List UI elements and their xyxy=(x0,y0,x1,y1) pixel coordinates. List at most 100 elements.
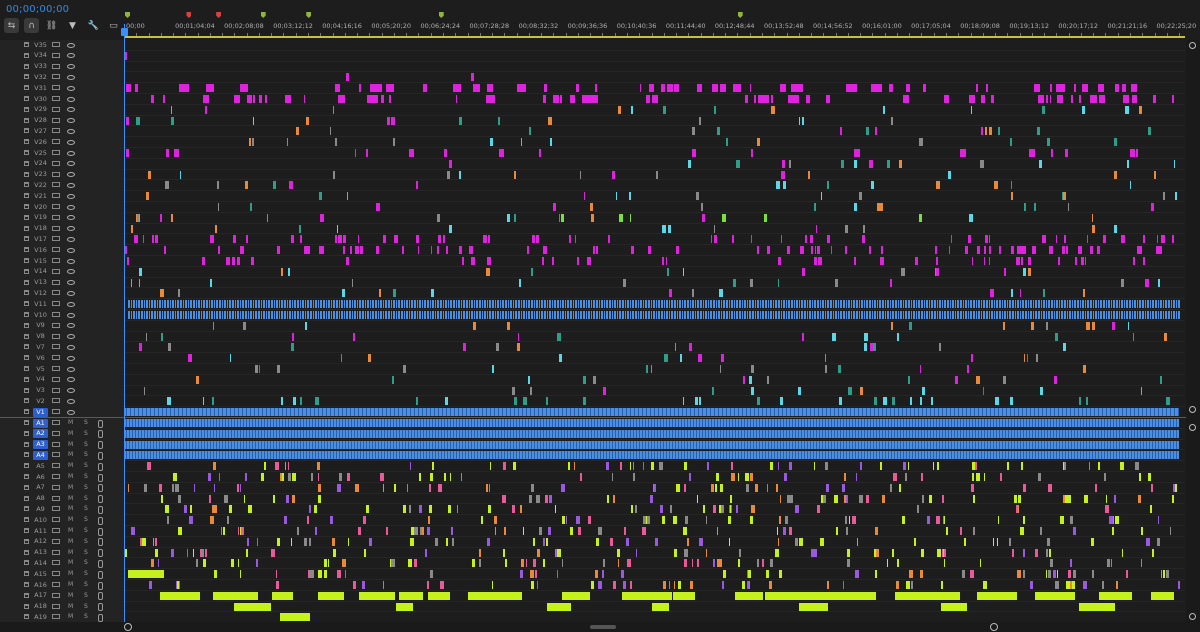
clip[interactable] xyxy=(879,311,881,319)
clip[interactable] xyxy=(1119,429,1120,438)
clip[interactable] xyxy=(575,516,577,525)
clip[interactable] xyxy=(889,300,892,309)
clip[interactable] xyxy=(807,429,808,438)
clip[interactable] xyxy=(662,105,666,114)
clip[interactable] xyxy=(177,419,178,427)
clip[interactable] xyxy=(138,343,143,352)
linked-selection-icon[interactable]: ⛓ xyxy=(45,20,58,31)
clip[interactable] xyxy=(840,300,842,309)
clip[interactable] xyxy=(593,300,595,309)
clip[interactable] xyxy=(323,570,328,579)
clip[interactable] xyxy=(1065,581,1070,589)
clip[interactable] xyxy=(653,483,655,492)
clip[interactable] xyxy=(855,429,856,438)
clip[interactable] xyxy=(200,548,203,557)
clip[interactable] xyxy=(746,300,749,309)
clip[interactable] xyxy=(627,451,628,460)
clip[interactable] xyxy=(546,397,549,406)
clip[interactable] xyxy=(129,419,130,427)
clip[interactable] xyxy=(945,419,946,427)
clip[interactable] xyxy=(171,419,172,427)
clip[interactable] xyxy=(856,300,858,309)
clip[interactable] xyxy=(1130,84,1138,93)
clip[interactable] xyxy=(1017,300,1019,309)
clip[interactable] xyxy=(949,300,952,309)
clip[interactable] xyxy=(150,408,151,417)
clip[interactable] xyxy=(788,311,790,319)
clip[interactable] xyxy=(694,311,697,319)
clip[interactable] xyxy=(1069,581,1073,589)
clip[interactable] xyxy=(752,300,754,309)
clip[interactable] xyxy=(1116,300,1118,309)
clip[interactable] xyxy=(334,138,338,147)
clip[interactable] xyxy=(418,473,421,481)
clip[interactable] xyxy=(861,440,862,449)
clip[interactable] xyxy=(437,483,442,492)
clip[interactable] xyxy=(633,473,636,481)
clip[interactable] xyxy=(315,451,316,460)
clip[interactable] xyxy=(228,429,229,438)
clip[interactable] xyxy=(420,419,421,427)
clip[interactable] xyxy=(1146,440,1147,449)
clip[interactable] xyxy=(489,300,491,309)
clip[interactable] xyxy=(996,451,997,460)
clip[interactable] xyxy=(1092,429,1093,438)
clip[interactable] xyxy=(890,321,894,330)
clip[interactable] xyxy=(246,408,247,417)
clip[interactable] xyxy=(1100,300,1102,309)
clip[interactable] xyxy=(862,235,866,244)
clip[interactable] xyxy=(665,257,668,265)
clip[interactable] xyxy=(1065,451,1066,460)
clip[interactable] xyxy=(430,473,433,481)
clip[interactable] xyxy=(837,440,838,449)
clip[interactable] xyxy=(906,429,907,438)
clip[interactable] xyxy=(1107,429,1108,438)
clip[interactable] xyxy=(471,419,472,427)
clip[interactable] xyxy=(230,408,231,417)
clip[interactable] xyxy=(209,516,213,525)
clip[interactable] xyxy=(518,300,520,309)
clip[interactable] xyxy=(660,419,661,427)
clip[interactable] xyxy=(1164,419,1165,427)
clip[interactable] xyxy=(377,300,380,309)
clip[interactable] xyxy=(588,419,589,427)
sync-lock-icon[interactable] xyxy=(52,247,60,253)
clip[interactable] xyxy=(346,473,350,481)
clip[interactable] xyxy=(972,527,975,535)
clip[interactable] xyxy=(957,419,958,427)
lock-icon[interactable] xyxy=(24,301,29,307)
clip[interactable] xyxy=(915,451,916,460)
clip[interactable] xyxy=(1011,192,1014,201)
sync-lock-icon[interactable] xyxy=(52,549,60,555)
clip[interactable] xyxy=(830,246,833,255)
clip[interactable] xyxy=(1077,419,1078,427)
clip[interactable] xyxy=(828,440,829,449)
lock-icon[interactable] xyxy=(24,128,29,134)
clip[interactable] xyxy=(1106,408,1107,417)
clip[interactable] xyxy=(306,429,307,438)
clip[interactable] xyxy=(1017,494,1022,503)
sync-lock-icon[interactable] xyxy=(52,85,60,91)
clip[interactable] xyxy=(780,419,781,427)
clip[interactable] xyxy=(723,429,724,438)
clip[interactable] xyxy=(513,429,514,438)
clip[interactable] xyxy=(958,408,959,417)
clip[interactable] xyxy=(435,440,436,449)
clip[interactable] xyxy=(825,440,826,449)
clip[interactable] xyxy=(993,419,994,427)
clip[interactable] xyxy=(174,300,177,309)
clip[interactable] xyxy=(984,127,988,136)
clip[interactable] xyxy=(1158,419,1159,427)
clip[interactable] xyxy=(357,429,358,438)
clip[interactable] xyxy=(648,84,654,93)
clip[interactable] xyxy=(855,440,856,449)
clip[interactable] xyxy=(179,170,182,179)
clip[interactable] xyxy=(831,440,832,449)
clip[interactable] xyxy=(619,311,621,319)
microphone-icon[interactable] xyxy=(98,613,103,622)
clip[interactable] xyxy=(861,451,862,460)
clip[interactable] xyxy=(442,311,445,319)
clip[interactable] xyxy=(854,257,857,265)
clip[interactable] xyxy=(237,483,240,492)
clip[interactable] xyxy=(279,419,280,427)
